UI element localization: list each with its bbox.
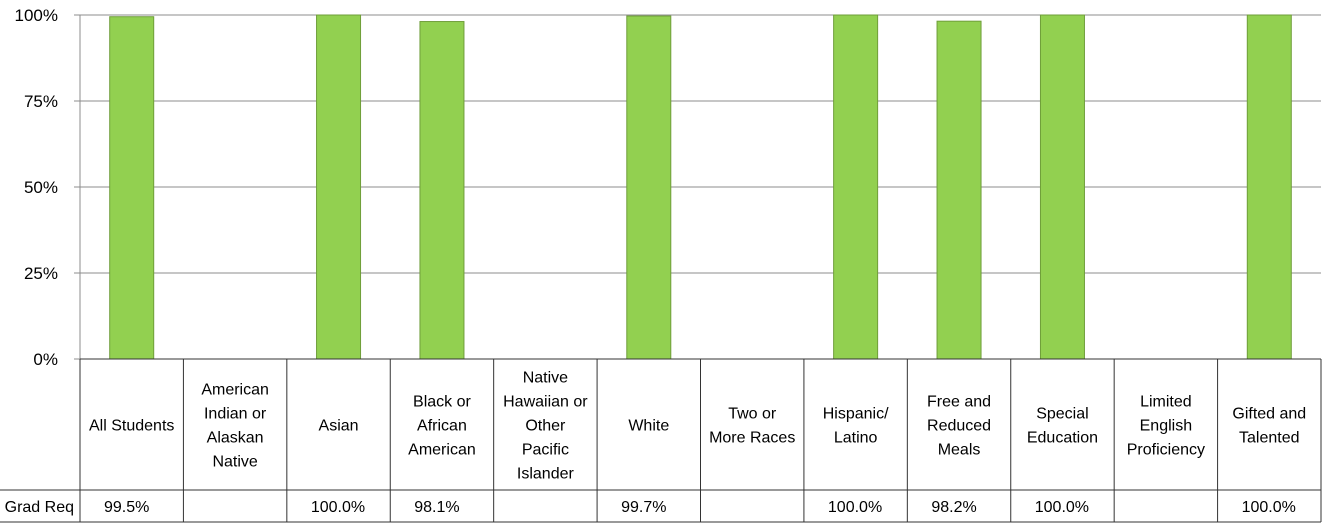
category-label: Black or [413,394,471,411]
data-label: 100.0% [311,499,365,516]
category-label: Indian or [204,406,267,423]
category-label: Latino [834,430,878,447]
series-name-label: Grad Req [5,499,74,516]
data-table: All Students American Indian or Alaskan Nati… [0,358,1322,523]
data-label: 98.1% [414,499,459,516]
category-label: Asian [319,418,359,435]
y-tick-label: 75% [24,92,58,111]
category-label: American [408,442,476,459]
gridlines [74,14,1321,360]
bar [109,16,155,360]
y-tick-label: 100% [15,6,58,25]
y-tick-label: 0% [33,350,58,369]
bars [109,14,1292,360]
bar [936,20,982,360]
category-label: Alaskan [207,430,264,447]
category-label: Free and [927,394,991,411]
category-label: Pacific [522,442,569,459]
data-label: 99.5% [104,499,149,516]
bar [626,15,672,360]
data-label: 98.2% [931,499,976,516]
category-label: Other [525,418,566,435]
category-label: White [628,418,669,435]
category-label: Reduced [927,418,991,435]
category-label: Native [523,370,568,387]
data-label: 100.0% [828,499,882,516]
category-label: Native [212,454,257,471]
bar [1246,14,1292,360]
data-label: 100.0% [1035,499,1089,516]
bar [833,14,879,360]
category-label: Hawaiian or [503,394,588,411]
category-label: African [417,418,467,435]
data-label: 100.0% [1242,499,1296,516]
y-tick-label: 25% [24,264,58,283]
category-label: Limited [1140,394,1192,411]
data-label: 99.7% [621,499,666,516]
category-label: Talented [1239,430,1300,447]
bar [316,14,362,360]
category-label: Two or [728,406,777,423]
category-label: American [201,382,269,399]
category-label: Meals [938,442,981,459]
y-axis-ticks: 0% 25% 50% 75% 100% [15,6,58,369]
y-tick-label: 50% [24,178,58,197]
category-label: Education [1027,430,1098,447]
category-label: Islander [517,466,575,483]
category-label: Proficiency [1127,442,1205,459]
bar [1039,14,1085,360]
category-label: More Races [709,430,795,447]
category-label: English [1140,418,1192,435]
category-label: Hispanic/ [823,406,889,423]
bar [419,21,465,360]
category-label: Special [1036,406,1088,423]
category-label: All Students [89,418,174,435]
category-label: Gifted and [1232,406,1306,423]
